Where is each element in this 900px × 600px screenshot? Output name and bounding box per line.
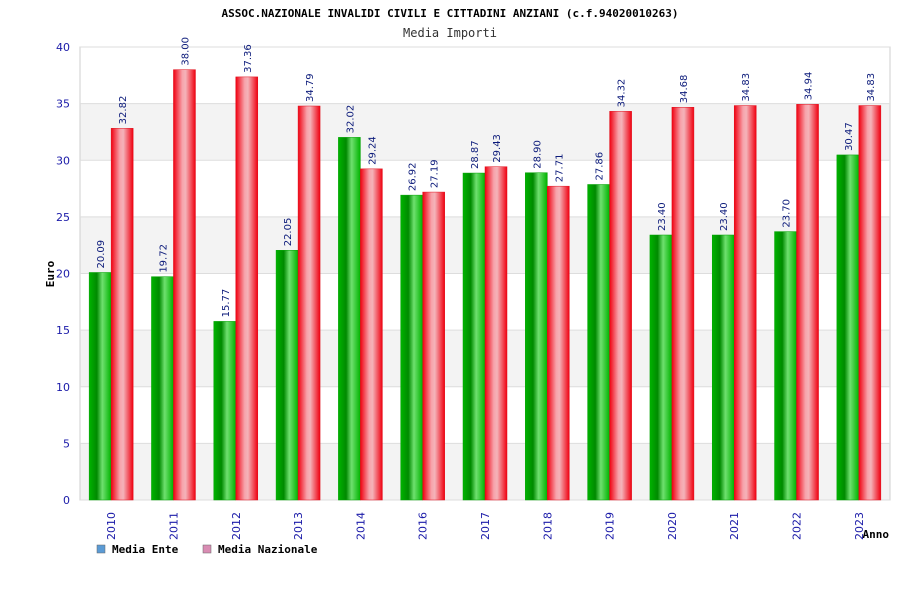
- value-label-media-ente: 19.72: [158, 244, 169, 273]
- bar-media-nazionale: [671, 106, 695, 501]
- bar-media-nazionale: [484, 166, 508, 501]
- bar-media-nazionale: [733, 105, 757, 501]
- value-label-media-ente: 26.92: [408, 162, 419, 191]
- legend-label-media-ente: Media Ente: [112, 543, 179, 556]
- value-label-media-ente: 15.77: [221, 289, 232, 318]
- bar-media-ente: [774, 231, 797, 501]
- y-tick-label: 25: [56, 211, 70, 224]
- bar-media-ente: [213, 321, 237, 501]
- y-tick-label: 20: [56, 268, 70, 281]
- value-label-media-nazionale: 34.94: [804, 72, 815, 101]
- bar-media-ente: [400, 194, 423, 501]
- legend-swatch-media-nazionale: [202, 544, 212, 554]
- x-tick-label: 2019: [604, 512, 617, 540]
- x-tick-label: 2021: [728, 512, 741, 540]
- value-label-media-nazionale: 34.68: [679, 75, 690, 104]
- bar-media-nazionale: [297, 105, 321, 501]
- y-tick-label: 0: [63, 494, 70, 507]
- value-label-media-nazionale: 29.43: [492, 134, 503, 163]
- value-label-media-ente: 32.02: [345, 105, 356, 134]
- value-label-media-ente: 27.86: [595, 152, 606, 181]
- bar-media-ente: [587, 184, 610, 501]
- y-tick-label: 40: [56, 41, 70, 54]
- x-tick-label: 2022: [791, 512, 804, 540]
- value-label-media-ente: 30.47: [844, 122, 855, 151]
- bar-media-nazionale: [235, 76, 259, 501]
- bar-media-nazionale: [110, 128, 134, 501]
- x-tick-label: 2018: [541, 512, 554, 540]
- value-label-media-nazionale: 32.82: [118, 96, 129, 125]
- bar-media-ente: [88, 272, 112, 501]
- x-tick-label: 2014: [354, 512, 367, 540]
- value-label-media-ente: 23.40: [719, 202, 730, 231]
- bar-media-ente: [525, 172, 548, 501]
- legend-label-media-nazionale: Media Nazionale: [218, 543, 318, 556]
- chart-title: ASSOC.NAZIONALE INVALIDI CIVILI E CITTAD…: [222, 7, 679, 20]
- plot-band: [80, 47, 890, 104]
- bar-media-ente: [275, 250, 299, 501]
- value-label-media-nazionale: 34.32: [617, 79, 628, 108]
- x-tick-label: 2017: [479, 512, 492, 540]
- value-label-media-nazionale: 34.83: [866, 73, 877, 102]
- y-tick-label: 5: [63, 437, 70, 450]
- bar-media-ente: [711, 234, 735, 501]
- chart-subtitle: Media Importi: [403, 26, 497, 40]
- x-tick-label: 2011: [167, 512, 180, 540]
- value-label-media-nazionale: 37.36: [243, 44, 254, 73]
- bar-media-nazionale: [360, 168, 383, 501]
- bar-media-nazionale: [422, 191, 445, 501]
- legend-swatch-media-ente: [96, 544, 106, 554]
- bar-media-ente: [338, 137, 361, 501]
- plot-band: [80, 103, 890, 161]
- value-label-media-ente: 28.87: [470, 140, 481, 169]
- y-axis-ticks: 0 5 10 15 20 25 30 35 40: [56, 41, 70, 507]
- x-tick-label: 2023: [853, 512, 866, 540]
- x-axis-ticks: 2010 2011 2012 2013 2014 2016 2017 2018 2019 2020…: [105, 512, 866, 540]
- value-label-media-ente: 23.40: [657, 202, 668, 231]
- x-tick-label: 2016: [417, 512, 430, 540]
- bar-media-nazionale: [547, 185, 570, 501]
- value-label-media-ente: 22.05: [283, 218, 294, 247]
- value-label-media-nazionale: 34.79: [305, 73, 316, 102]
- legend: Media Ente Media Nazionale: [96, 543, 318, 556]
- x-tick-label: 2020: [666, 512, 679, 540]
- value-label-media-nazionale: 27.71: [554, 154, 565, 183]
- x-tick-label: 2013: [292, 512, 305, 540]
- value-label-media-nazionale: 38.00: [180, 37, 191, 66]
- x-tick-label: 2010: [105, 512, 118, 540]
- bar-media-nazionale: [858, 105, 882, 501]
- bar-media-ente: [462, 172, 486, 501]
- bar-media-ente: [649, 234, 673, 501]
- bar-media-nazionale: [796, 104, 819, 501]
- value-label-media-nazionale: 27.19: [430, 159, 441, 188]
- bar-media-ente: [836, 154, 860, 501]
- value-label-media-ente: 28.90: [532, 140, 543, 169]
- y-tick-label: 10: [56, 381, 70, 394]
- x-axis-label: Anno: [863, 528, 890, 541]
- value-label-media-nazionale: 34.83: [741, 73, 752, 102]
- value-label-media-ente: 20.09: [96, 240, 107, 269]
- bars: 20.09 32.82 19.72 38.00 15.77 37.36 22.05 34.79…: [88, 37, 882, 501]
- y-tick-label: 35: [56, 98, 70, 111]
- value-label-media-nazionale: 29.24: [367, 136, 378, 165]
- bar-media-nazionale: [609, 111, 632, 501]
- y-tick-label: 15: [56, 324, 70, 337]
- bar-media-ente: [151, 276, 174, 501]
- value-label-media-ente: 23.70: [782, 199, 793, 228]
- bar-media-nazionale: [173, 69, 196, 501]
- y-tick-label: 30: [56, 154, 70, 167]
- y-axis-label: Euro: [44, 260, 57, 287]
- x-tick-label: 2012: [230, 512, 243, 540]
